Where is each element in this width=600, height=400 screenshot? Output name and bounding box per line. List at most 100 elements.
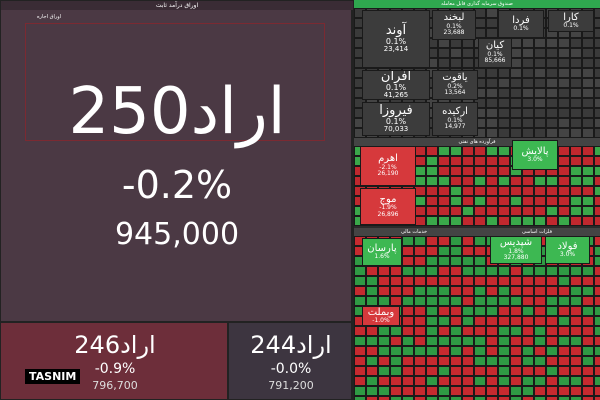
tile: [546, 346, 558, 356]
tile: [426, 296, 438, 306]
tile: [594, 8, 600, 18]
tile: [366, 356, 378, 366]
tile: [510, 118, 522, 128]
tile: [438, 306, 450, 316]
tile-change: 0.2%: [447, 82, 463, 90]
tile: [534, 386, 546, 396]
tile: [546, 386, 558, 396]
tile: [426, 216, 438, 226]
stock-tile: موج -1.9% 26,896: [360, 188, 416, 225]
tile: [474, 206, 486, 216]
tile: [426, 206, 438, 216]
tile: [570, 186, 582, 196]
tile: [450, 166, 462, 176]
tile: [462, 156, 474, 166]
tile: [510, 88, 522, 98]
tile: [558, 98, 570, 108]
tile-symbol: موج: [379, 193, 397, 205]
tile: [594, 386, 600, 396]
tile: [582, 336, 594, 346]
tile-change: 3.0%: [527, 156, 543, 164]
tile: [462, 396, 474, 400]
tile-change: 0.1%: [385, 36, 407, 46]
tile: [366, 396, 378, 400]
tile: [474, 396, 486, 400]
tile: [462, 386, 474, 396]
tile: [582, 118, 594, 128]
tile: [546, 108, 558, 118]
tile: [594, 286, 600, 296]
tile: [582, 326, 594, 336]
tile: [426, 196, 438, 206]
tile: [546, 286, 558, 296]
tile: [558, 176, 570, 186]
tile: [498, 346, 510, 356]
tile: [426, 266, 438, 276]
tile: [582, 88, 594, 98]
tile-change: 0.1%: [487, 50, 503, 58]
tile: [522, 206, 534, 216]
tile: [498, 78, 510, 88]
tile: [546, 98, 558, 108]
tile: [510, 78, 522, 88]
tile: [438, 336, 450, 346]
tile: [426, 166, 438, 176]
tile: [582, 386, 594, 396]
stock-tile: فولاد 3.0%: [545, 236, 590, 264]
tile: [402, 306, 414, 316]
tile: [378, 336, 390, 346]
tile: [522, 128, 534, 138]
tile: [450, 346, 462, 356]
tile: [534, 176, 546, 186]
tile: [498, 266, 510, 276]
tile: [486, 386, 498, 396]
tile: [426, 236, 438, 246]
tile: [462, 306, 474, 316]
tile: [438, 326, 450, 336]
tile: [414, 336, 426, 346]
tile: [390, 386, 402, 396]
tile: [450, 216, 462, 226]
tile: [354, 326, 366, 336]
tile: [402, 286, 414, 296]
tile: [594, 186, 600, 196]
tile: [510, 68, 522, 78]
tile: [414, 326, 426, 336]
tile-change: 0.1%: [385, 116, 407, 126]
tile: [414, 236, 426, 246]
tile: [498, 98, 510, 108]
tile: [594, 18, 600, 28]
section-header: صندوق سرمایه گذاری قابل معامله: [354, 0, 600, 8]
tile: [450, 186, 462, 196]
tile-symbol: فولاد: [557, 240, 578, 252]
tile: [570, 296, 582, 306]
tile: [570, 146, 582, 156]
tile: [462, 206, 474, 216]
tile: [402, 336, 414, 346]
tile: [570, 88, 582, 98]
tile: [558, 336, 570, 346]
tile: [486, 98, 498, 108]
tile: [546, 296, 558, 306]
tile: [462, 296, 474, 306]
tile: [450, 326, 462, 336]
tile: [486, 156, 498, 166]
tile: [534, 38, 546, 48]
tile: [402, 246, 414, 256]
tile: [474, 176, 486, 186]
tile: [594, 78, 600, 88]
tile: [510, 108, 522, 118]
tile: [570, 206, 582, 216]
tile: [486, 176, 498, 186]
tile: [510, 346, 522, 356]
tile: [474, 306, 486, 316]
tile: [354, 376, 366, 386]
tile: [546, 376, 558, 386]
tile: [438, 376, 450, 386]
tile: [486, 216, 498, 226]
tile: [522, 306, 534, 316]
tile: [450, 296, 462, 306]
tile: [558, 296, 570, 306]
tile: [570, 286, 582, 296]
tile: [474, 376, 486, 386]
